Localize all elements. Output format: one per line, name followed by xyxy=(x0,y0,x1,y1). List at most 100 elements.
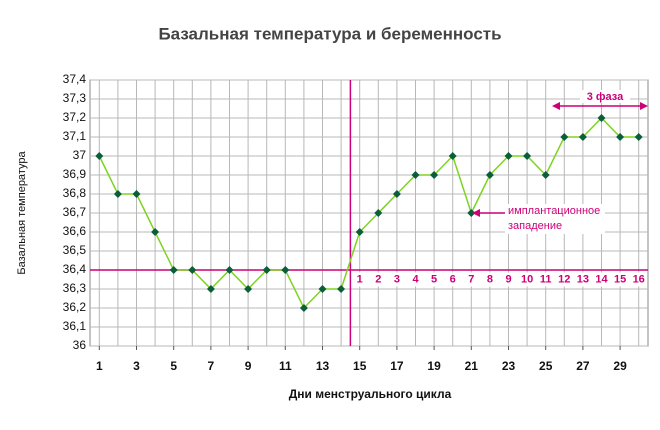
point xyxy=(355,228,364,236)
point xyxy=(262,266,271,274)
point xyxy=(151,228,160,236)
phase-label: 16 xyxy=(633,273,645,285)
x-tick-label: 1 xyxy=(96,359,103,373)
x-tick-label: 19 xyxy=(427,359,441,373)
phase-label-bg xyxy=(408,272,423,287)
x-tick-label: 17 xyxy=(390,359,404,373)
phase-label-bg xyxy=(427,272,442,287)
point xyxy=(541,171,550,179)
phase-label: 1 xyxy=(357,273,363,285)
x-tick-label: 15 xyxy=(353,359,367,373)
phase-label-bg xyxy=(389,272,404,287)
x-tick-label: 9 xyxy=(245,359,252,373)
arrow-head xyxy=(552,102,560,110)
point xyxy=(430,171,439,179)
chart-title: Базальная температура и беременность xyxy=(158,24,501,43)
y-tick-label: 37,4 xyxy=(63,72,87,86)
point xyxy=(448,152,457,160)
x-tick-label: 23 xyxy=(502,359,516,373)
point xyxy=(95,152,104,160)
point xyxy=(299,304,308,312)
point xyxy=(597,114,606,122)
arrow-head xyxy=(640,102,648,110)
point xyxy=(318,285,327,293)
x-tick-label: 5 xyxy=(170,359,177,373)
implant-note: имплантационное xyxy=(508,205,600,217)
point xyxy=(578,133,587,141)
phase-label-bg xyxy=(352,272,367,287)
phase-label: 10 xyxy=(521,273,533,285)
y-tick-label: 36,8 xyxy=(63,186,87,200)
point xyxy=(132,190,141,198)
phase-label: 11 xyxy=(540,273,552,285)
x-tick-label: 21 xyxy=(465,359,479,373)
y-tick-label: 36,6 xyxy=(63,224,87,238)
y-tick-label: 36,9 xyxy=(63,167,87,181)
phase-label-bg xyxy=(445,272,460,287)
x-tick-label: 27 xyxy=(576,359,590,373)
point xyxy=(374,209,383,217)
point xyxy=(225,266,234,274)
phase-label: 2 xyxy=(375,273,381,285)
y-tick-label: 37,1 xyxy=(63,129,87,143)
phase-label: 13 xyxy=(577,273,589,285)
x-tick-label: 13 xyxy=(316,359,330,373)
phase-label-bg xyxy=(501,272,516,287)
point xyxy=(504,152,513,160)
x-axis-label: Дни менструального цикла xyxy=(289,387,452,401)
point xyxy=(485,171,494,179)
phase-label: 6 xyxy=(450,273,456,285)
point xyxy=(206,285,215,293)
phase-label: 9 xyxy=(505,273,511,285)
y-tick-label: 36,3 xyxy=(63,281,87,295)
y-tick-label: 37,2 xyxy=(63,110,87,124)
point xyxy=(392,190,401,198)
phase-label: 14 xyxy=(595,273,608,285)
x-tick-label: 3 xyxy=(133,359,140,373)
phase-label: 4 xyxy=(412,273,419,285)
point xyxy=(523,152,532,160)
arrow-head xyxy=(472,209,480,217)
phase-label-bg xyxy=(594,272,609,287)
point xyxy=(188,266,197,274)
phase-label: 8 xyxy=(487,273,493,285)
phase-label-bg xyxy=(371,272,386,287)
y-tick-label: 37 xyxy=(73,148,87,162)
x-tick-label: 29 xyxy=(613,359,627,373)
phase-note: 3 фаза xyxy=(587,91,624,103)
implant-note: западение xyxy=(508,220,562,232)
point xyxy=(411,171,420,179)
point xyxy=(169,266,178,274)
point xyxy=(113,190,122,198)
phase-label-bg xyxy=(613,272,628,287)
phase-label-bg xyxy=(575,272,590,287)
x-tick-label: 11 xyxy=(279,359,292,373)
x-tick-label: 25 xyxy=(539,359,553,373)
y-tick-label: 36 xyxy=(73,338,87,352)
phase-label: 3 xyxy=(394,273,400,285)
y-tick-label: 36,4 xyxy=(63,262,87,276)
phase-label: 7 xyxy=(468,273,474,285)
y-tick-label: 37,3 xyxy=(63,91,87,105)
phase-label-bg xyxy=(464,272,479,287)
phase-label-bg xyxy=(538,272,553,287)
point xyxy=(634,133,643,141)
note-bg xyxy=(580,90,630,103)
phase-label: 5 xyxy=(431,273,437,285)
point xyxy=(337,285,346,293)
y-tick-label: 36,5 xyxy=(63,243,87,257)
phase-label-bg xyxy=(557,272,572,287)
point xyxy=(616,133,625,141)
note-bg xyxy=(505,204,605,234)
y-axis-label: Базальная температура xyxy=(16,151,28,275)
point xyxy=(244,285,253,293)
y-tick-label: 36,7 xyxy=(63,205,87,219)
x-tick-label: 7 xyxy=(208,359,215,373)
phase-label: 12 xyxy=(558,273,570,285)
y-tick-label: 36,1 xyxy=(63,319,87,333)
point xyxy=(467,209,476,217)
phase-label-bg xyxy=(631,272,646,287)
phase-label-bg xyxy=(482,272,497,287)
point xyxy=(281,266,290,274)
